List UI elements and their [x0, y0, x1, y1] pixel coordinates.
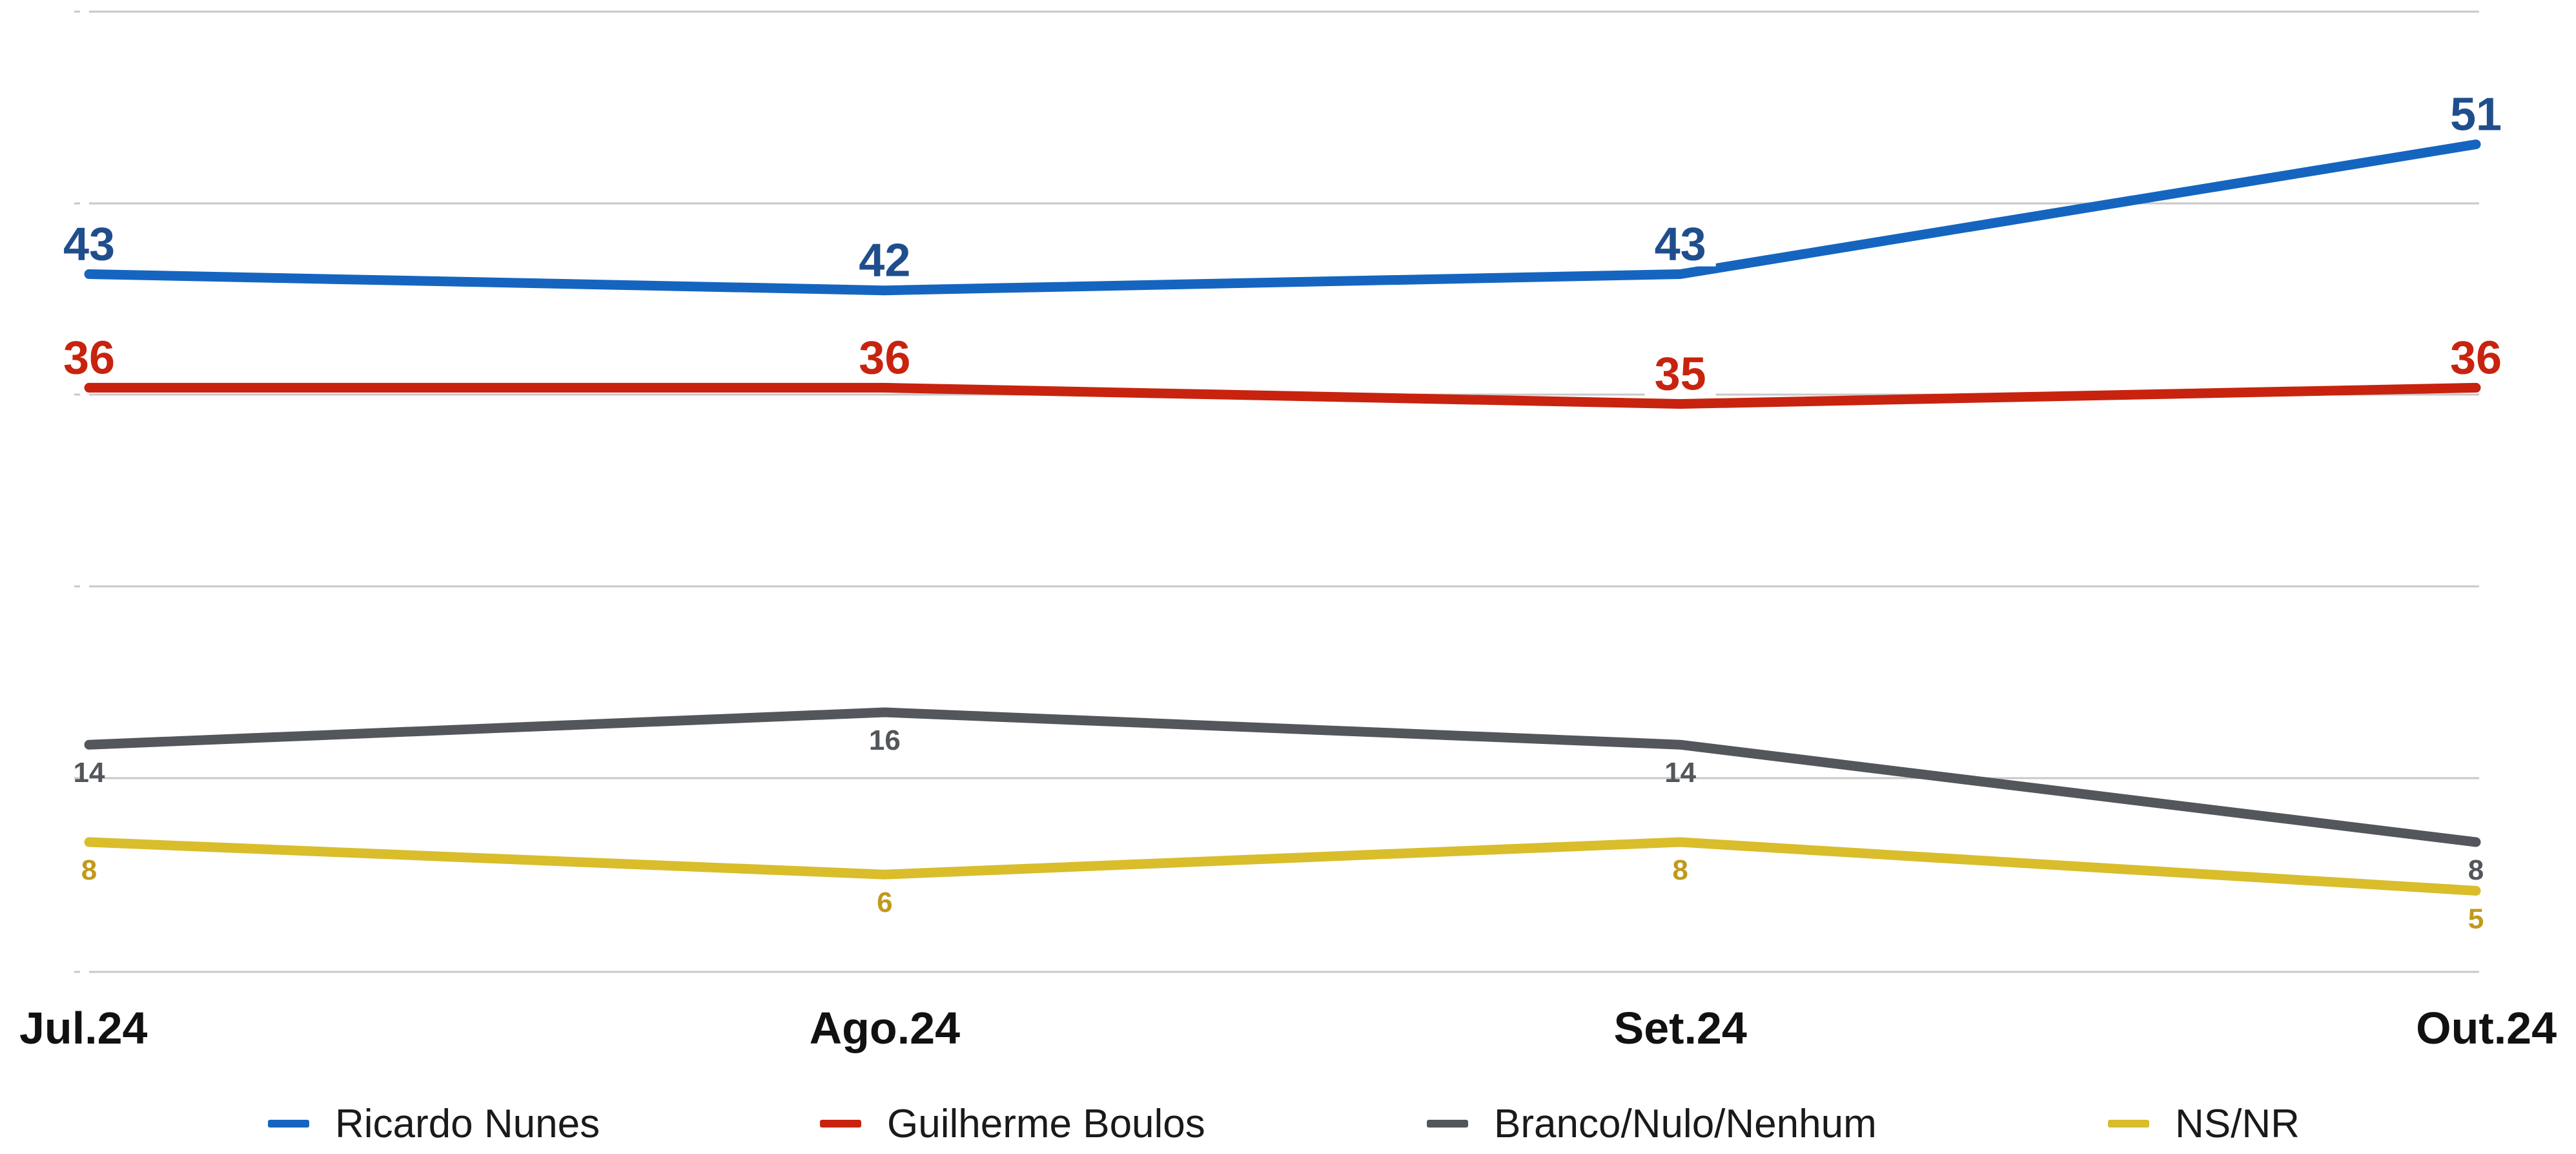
- legend-label: Ricardo Nunes: [335, 1101, 600, 1146]
- data-label-halo: [54, 333, 125, 380]
- data-label: 51: [2450, 89, 2502, 141]
- series-line-ns-nr: [84, 837, 2481, 896]
- data-label: 36: [2450, 332, 2502, 384]
- legend-swatch: [820, 1120, 861, 1128]
- data-label: 42: [859, 235, 910, 287]
- data-label: 43: [63, 219, 115, 271]
- data-label: 14: [1664, 757, 1696, 788]
- x-tick-label: Jul.24: [19, 1003, 148, 1053]
- data-label-halo: [849, 333, 921, 380]
- legend-label: NS/NR: [2175, 1101, 2300, 1146]
- data-label-halo: [54, 220, 125, 267]
- legend: Ricardo Nunes Guilherme Boulos Branco/Nulo…: [0, 1098, 2576, 1149]
- data-label: 35: [1655, 349, 1706, 400]
- series-line-guilherme-boulos: [84, 382, 2481, 409]
- x-tick-label: Out.24: [2416, 1003, 2557, 1053]
- data-label-halo: [2440, 333, 2511, 380]
- data-label-halo: [849, 236, 921, 283]
- x-tick-label: Set.24: [1614, 1003, 1747, 1053]
- legend-item: NS/NR: [2108, 1098, 2300, 1149]
- legend-item: Guilherme Boulos: [820, 1098, 1205, 1149]
- legend-label: Branco/Nulo/Nenhum: [1494, 1101, 1877, 1146]
- legend-swatch: [268, 1120, 309, 1128]
- line-chart: 8 6 8 5 14 16 14 8 36 36 35 36 43 42 43 51 Jul.24 Ago.24…: [19, 10, 2557, 1053]
- series-line-branco-nulo-nenhum: [84, 707, 2481, 847]
- data-label: 43: [1655, 219, 1706, 271]
- data-label: 36: [63, 332, 115, 384]
- data-label-halo: [2440, 90, 2511, 137]
- data-label: 14: [74, 757, 105, 788]
- data-label: 5: [2468, 903, 2484, 934]
- legend-swatch: [1427, 1120, 1468, 1128]
- gridlines: [74, 10, 2479, 973]
- legend-swatch: [2108, 1120, 2149, 1128]
- data-label-halo: [1644, 349, 1716, 397]
- data-label: 8: [1672, 854, 1688, 886]
- legend-label: Guilherme Boulos: [887, 1101, 1205, 1146]
- data-label: 6: [877, 887, 892, 918]
- legend-item: Ricardo Nunes: [268, 1098, 600, 1149]
- data-label: 8: [81, 854, 97, 886]
- data-label: 16: [869, 725, 901, 756]
- series-lines: [84, 139, 2481, 896]
- data-label: 8: [2468, 854, 2484, 886]
- data-labels: 8 6 8 5 14 16 14 8 36 36 35 36 43 42 43 51: [54, 89, 2511, 934]
- x-axis-ticks: Jul.24 Ago.24 Set.24 Out.24: [19, 1003, 2557, 1053]
- series-line-ricardo-nunes: [84, 139, 2481, 296]
- data-label-halo: [1644, 220, 1716, 267]
- x-tick-label: Ago.24: [810, 1003, 960, 1053]
- data-label: 36: [859, 332, 910, 384]
- legend-item: Branco/Nulo/Nenhum: [1427, 1098, 1877, 1149]
